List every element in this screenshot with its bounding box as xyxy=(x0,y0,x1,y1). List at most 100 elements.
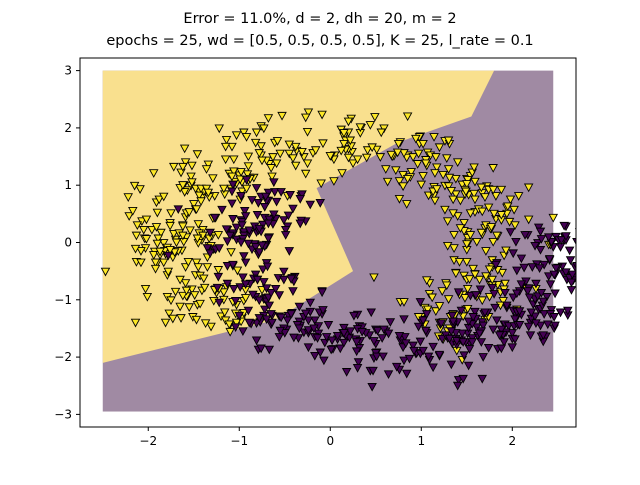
data-point xyxy=(519,263,529,273)
data-point xyxy=(286,310,296,319)
y-tick-label: 1 xyxy=(64,178,72,192)
data-point xyxy=(508,293,518,303)
data-point xyxy=(563,306,573,316)
data-point xyxy=(489,290,499,299)
data-point xyxy=(239,207,250,216)
data-point xyxy=(274,291,285,300)
data-point xyxy=(241,176,252,185)
data-point xyxy=(279,216,289,225)
data-point xyxy=(203,160,214,170)
data-point xyxy=(295,219,306,229)
data-point xyxy=(168,229,179,239)
data-point xyxy=(478,321,488,331)
data-point xyxy=(357,327,367,337)
data-point xyxy=(189,200,199,209)
data-point xyxy=(348,159,358,169)
data-point xyxy=(263,114,274,123)
data-point xyxy=(151,223,162,232)
data-point xyxy=(180,158,191,168)
data-point xyxy=(339,129,349,138)
data-point xyxy=(189,291,200,300)
data-point xyxy=(452,381,463,391)
data-point xyxy=(429,133,439,142)
data-point xyxy=(510,315,520,325)
data-point xyxy=(456,306,467,316)
data-point xyxy=(266,310,276,319)
data-point xyxy=(371,145,382,155)
data-point xyxy=(261,315,272,325)
data-point xyxy=(454,258,465,267)
y-tick-label: 2 xyxy=(64,121,72,135)
data-point xyxy=(591,269,599,276)
data-point xyxy=(259,124,269,134)
data-point xyxy=(581,261,589,268)
data-point xyxy=(488,325,498,335)
data-point xyxy=(279,267,289,277)
data-point xyxy=(431,163,442,173)
data-point xyxy=(536,288,547,298)
data-point xyxy=(202,263,213,272)
data-point xyxy=(520,231,530,240)
data-point xyxy=(178,231,188,241)
data-point xyxy=(516,254,527,264)
data-point xyxy=(243,306,254,316)
data-point xyxy=(160,318,171,328)
data-point xyxy=(491,192,501,201)
data-point xyxy=(421,276,432,286)
data-point xyxy=(289,333,299,343)
data-point xyxy=(136,258,146,268)
data-point xyxy=(275,326,285,336)
data-point xyxy=(514,307,525,316)
data-point xyxy=(269,178,279,188)
data-point xyxy=(453,288,464,298)
data-point xyxy=(283,211,294,221)
data-point xyxy=(272,137,283,146)
data-point xyxy=(413,149,424,159)
data-point xyxy=(427,293,437,303)
data-point xyxy=(214,244,225,253)
data-point xyxy=(205,249,215,259)
data-point xyxy=(415,298,426,307)
data-point xyxy=(416,180,427,190)
data-point xyxy=(514,321,525,330)
data-point xyxy=(462,240,472,249)
data-point xyxy=(339,338,349,348)
data-point xyxy=(443,182,454,192)
data-point xyxy=(214,298,225,308)
data-point xyxy=(135,185,145,194)
data-point xyxy=(355,123,366,133)
data-point xyxy=(446,327,457,337)
data-point xyxy=(533,292,543,302)
data-point xyxy=(323,321,334,330)
data-point xyxy=(254,314,265,323)
data-point xyxy=(555,243,566,252)
data-point xyxy=(192,150,203,159)
data-point xyxy=(523,322,534,332)
data-point xyxy=(438,170,448,180)
data-point xyxy=(442,154,452,164)
data-point xyxy=(294,324,305,334)
data-point xyxy=(326,345,336,355)
data-point xyxy=(487,283,498,293)
data-point xyxy=(470,307,480,317)
data-point xyxy=(459,351,469,361)
data-point xyxy=(241,184,252,194)
data-point xyxy=(194,191,204,201)
data-point xyxy=(192,234,203,244)
data-point xyxy=(175,302,185,312)
data-point xyxy=(325,152,336,161)
data-point xyxy=(418,172,428,181)
data-point xyxy=(488,237,498,247)
y-tick-label: −3 xyxy=(54,407,72,421)
data-point xyxy=(500,279,510,289)
data-point xyxy=(421,159,431,169)
data-point xyxy=(465,291,476,301)
data-point xyxy=(574,228,576,231)
data-point xyxy=(191,205,202,215)
data-point xyxy=(343,117,354,127)
data-point xyxy=(565,256,576,265)
data-point xyxy=(317,288,327,298)
data-point xyxy=(171,238,182,248)
